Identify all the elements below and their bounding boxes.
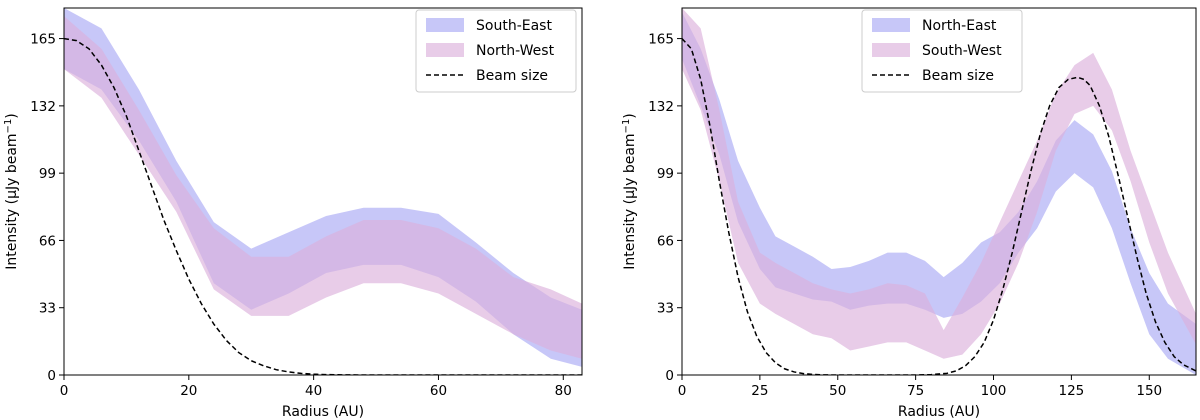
plot-area bbox=[682, 8, 1196, 375]
legend-swatch-south-east bbox=[426, 18, 464, 32]
legend-label-beam-size: Beam size bbox=[476, 68, 548, 84]
chart-left-panel: 0 20 40 60 80 0 33 66 99 132 165 Radius (AU) Intensi… bbox=[3, 7, 583, 420]
x-tick-label: 25 bbox=[751, 383, 768, 399]
x-tick-label: 20 bbox=[180, 383, 197, 399]
y-tick-label: 33 bbox=[39, 301, 56, 317]
south-west-band bbox=[682, 8, 1196, 359]
y-tick-label: 132 bbox=[648, 99, 674, 115]
y-tick-label: 165 bbox=[30, 32, 56, 48]
legend-label-north-west: North-West bbox=[476, 43, 555, 59]
x-tick-label: 50 bbox=[829, 383, 846, 399]
x-tick-label: 75 bbox=[907, 383, 924, 399]
y-tick-label: 33 bbox=[657, 301, 674, 317]
x-tick-label: 80 bbox=[555, 383, 572, 399]
legend-label-south-east: South-East bbox=[476, 18, 552, 34]
legend-swatch-north-east bbox=[872, 18, 910, 32]
x-tick-label: 125 bbox=[1059, 383, 1085, 399]
legend: North-East South-West Beam size bbox=[861, 9, 1023, 93]
axes-frame bbox=[63, 7, 583, 376]
legend-label-beam-size: Beam size bbox=[922, 68, 994, 84]
x-tick-label: 150 bbox=[1136, 383, 1162, 399]
legend: South-East North-West Beam size bbox=[415, 9, 577, 93]
chart-right-panel: 0 25 50 75 100 125 150 0 33 66 99 132 165 Radius (AU)… bbox=[621, 7, 1197, 420]
x-tick-label: 60 bbox=[430, 383, 447, 399]
y-tick-label: 66 bbox=[657, 233, 674, 249]
legend-swatch-north-west bbox=[426, 43, 464, 57]
x-tick-label: 0 bbox=[60, 383, 69, 399]
y-tick-label: 0 bbox=[47, 368, 56, 384]
x-tick-label: 40 bbox=[305, 383, 322, 399]
y-tick-label: 99 bbox=[39, 166, 56, 182]
legend-label-south-west: South-West bbox=[922, 43, 1002, 59]
beam-size-curve bbox=[682, 38, 1196, 375]
y-axis-title: Intensity (μJy beam−1) bbox=[3, 113, 21, 270]
x-tick-label: 100 bbox=[981, 383, 1007, 399]
legend-label-north-east: North-East bbox=[922, 18, 997, 34]
axes-frame bbox=[681, 7, 1197, 376]
x-axis-title: Radius (AU) bbox=[282, 404, 364, 420]
north-west-band bbox=[64, 16, 582, 359]
y-tick-label: 165 bbox=[648, 32, 674, 48]
legend-swatch-south-west bbox=[872, 43, 910, 57]
y-tick-label: 99 bbox=[657, 166, 674, 182]
y-tick-label: 132 bbox=[30, 99, 56, 115]
y-axis-title: Intensity (μJy beam−1) bbox=[621, 113, 639, 270]
y-tick-label: 0 bbox=[665, 368, 674, 384]
x-tick-label: 0 bbox=[678, 383, 687, 399]
x-axis-title: Radius (AU) bbox=[898, 404, 980, 420]
y-tick-label: 66 bbox=[39, 233, 56, 249]
